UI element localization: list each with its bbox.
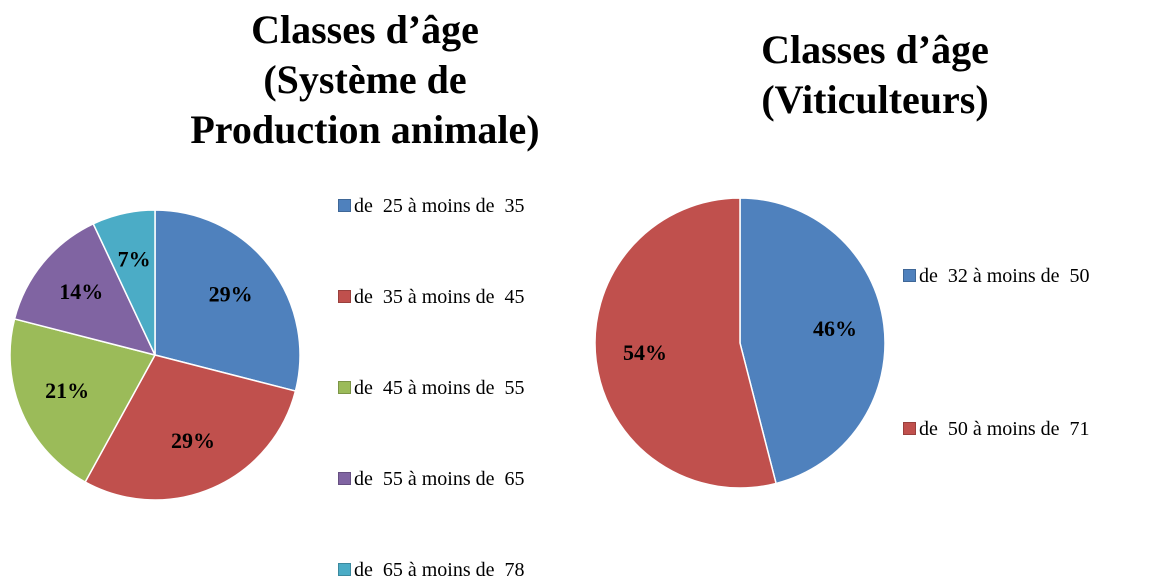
data-label: 46% — [813, 316, 857, 341]
legend-label: de 65 à moins de 78 — [354, 559, 525, 578]
legend-item: de 65 à moins de 78 — [338, 556, 553, 578]
legend-item: de 45 à moins de 55 — [338, 374, 553, 402]
chart-title: Classes d’âge (Système de Production ani… — [190, 7, 540, 152]
legend-swatch — [903, 269, 916, 282]
data-label: 14% — [59, 279, 103, 304]
legend-swatch — [903, 422, 916, 435]
legend-item: de 50 à moins de 71 — [903, 415, 1157, 443]
pie-slice — [9, 318, 157, 484]
legend-item: de 35 à moins de 45 — [338, 283, 553, 311]
pie-slice — [13, 222, 157, 357]
legend-label: de 50 à moins de 71 — [919, 418, 1090, 440]
legend-swatch — [338, 290, 351, 303]
pie-slice — [594, 197, 777, 489]
data-label: 29% — [209, 281, 253, 306]
legend-label: de 25 à moins de 35 — [354, 195, 525, 217]
legend-label: de 35 à moins de 45 — [354, 286, 525, 308]
data-label: 29% — [171, 428, 215, 453]
chart-title: Classes d’âge (Viticulteurs) — [761, 27, 989, 122]
data-label: 54% — [623, 340, 667, 365]
pie-slice — [154, 209, 301, 392]
legend-label: de 32 à moins de 50 — [919, 265, 1090, 287]
pie-slice — [92, 209, 156, 356]
pie-slice — [739, 197, 886, 485]
legend-item: de 32 à moins de 50 — [903, 262, 1157, 290]
legend-swatch — [338, 563, 351, 576]
legend-swatch — [338, 199, 351, 212]
data-label: 7% — [118, 247, 151, 272]
data-label: 21% — [45, 378, 89, 403]
legend-swatch — [338, 381, 351, 394]
legend-label: de 55 à moins de 65 — [354, 468, 525, 490]
legend-item: de 25 à moins de 35 — [338, 192, 553, 220]
legend-label: de 45 à moins de 55 — [354, 377, 525, 399]
pie-slice — [84, 354, 297, 501]
legend-item: de 55 à moins de 65 — [338, 465, 553, 493]
legend-swatch — [338, 472, 351, 485]
